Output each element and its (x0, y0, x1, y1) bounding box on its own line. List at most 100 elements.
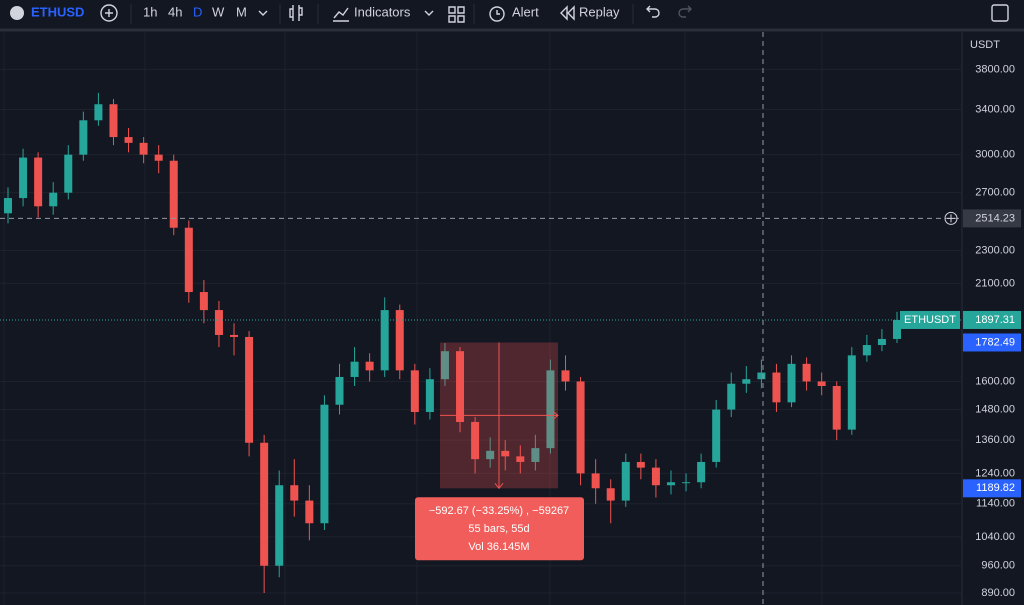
undo[interactable] (646, 5, 660, 18)
candle-body (230, 334, 239, 337)
candle-body (320, 404, 329, 524)
candle-body (94, 104, 103, 121)
candle-body (79, 120, 88, 155)
interval[interactable]: 4h (168, 4, 182, 19)
replay-icon[interactable] (560, 5, 575, 21)
y-tick-label: 1480.00 (975, 403, 1015, 415)
crosshair-add-icon (947, 214, 955, 223)
toolbar: ETHUSD 1h 4h D W M Indicators Alert Repl… (0, 4, 1024, 32)
candle-body (34, 157, 43, 207)
add-symbol[interactable] (100, 4, 118, 22)
candle-body (742, 379, 751, 384)
measure-label: −592.67 (−33.25%) , −59267 (429, 505, 569, 517)
y-tick-label: 3800.00 (975, 63, 1015, 75)
candle-body (636, 461, 645, 468)
candle-body (109, 104, 118, 138)
fullscreen[interactable] (991, 4, 1009, 22)
candle-body (561, 370, 570, 382)
y-tick-label: 890.00 (981, 587, 1015, 599)
candle-body (682, 482, 691, 484)
candle-body (666, 482, 675, 486)
candle-body (471, 421, 480, 460)
interval[interactable]: 1h (143, 4, 157, 19)
candle-body (169, 160, 178, 228)
candle-body (531, 448, 540, 462)
y-tick-label: 1600.00 (975, 375, 1015, 387)
candle-body (139, 142, 148, 155)
interval[interactable]: W (212, 4, 225, 19)
symbol-logo[interactable] (10, 6, 24, 20)
candle-body (214, 310, 223, 335)
candle-body (395, 310, 404, 371)
alert-icon[interactable] (489, 6, 505, 22)
measure-arrows (440, 342, 559, 490)
candle-body (335, 376, 344, 405)
candle-body (486, 450, 495, 460)
candle-body (847, 355, 856, 430)
candle-body (275, 485, 284, 566)
measure-price: 1782.49 (975, 336, 1015, 348)
last-price: 1897.31 (975, 314, 1015, 326)
candle-body (245, 336, 254, 443)
y-tick-label: 3000.00 (975, 149, 1015, 161)
candle-body (501, 450, 510, 457)
candle-body (19, 157, 28, 199)
candle-body (184, 227, 193, 293)
candle-body (651, 467, 660, 486)
measure-price: 1189.82 (976, 482, 1015, 494)
indicators-menu[interactable] (424, 10, 434, 16)
replay[interactable]: Replay (579, 4, 620, 19)
candle-body (64, 154, 73, 193)
crosshair-add[interactable] (944, 211, 958, 225)
candle-body (124, 137, 133, 143)
measure-price-tag (963, 479, 1021, 498)
y-tick-label: 1040.00 (975, 531, 1015, 543)
candle-body (802, 363, 811, 382)
layouts[interactable] (448, 6, 465, 23)
symbol-tag-label: ETHUSDT (904, 314, 956, 326)
alert[interactable]: Alert (512, 4, 539, 19)
interval-active[interactable]: D (193, 4, 202, 19)
indicators-icon[interactable] (333, 7, 349, 22)
measure-label: 55 bars, 55d (468, 523, 529, 535)
candle-body (697, 461, 706, 483)
candle-body (440, 351, 449, 380)
y-tick-label: 2700.00 (975, 187, 1015, 199)
candle-body (757, 372, 766, 380)
indicators[interactable]: Indicators (354, 4, 411, 19)
candle-body (862, 345, 871, 356)
alert-hand (496, 10, 500, 15)
candle-body (154, 154, 163, 161)
y-tick-label: 1140.00 (976, 498, 1015, 510)
candle-body (621, 461, 630, 501)
symbol-tag (900, 310, 960, 329)
crosshair-tag (963, 209, 1021, 228)
candle-body (576, 381, 585, 474)
candle-body (712, 409, 721, 462)
candle-body (787, 363, 796, 403)
chart-type[interactable] (289, 5, 303, 21)
symbol[interactable]: ETHUSD (31, 4, 84, 19)
candle-body (425, 379, 434, 413)
y-tick-label: 1240.00 (975, 467, 1015, 479)
candle-body (893, 319, 901, 339)
interval[interactable]: M (236, 4, 247, 19)
y-tick-label: 2100.00 (975, 277, 1015, 289)
redo[interactable] (678, 5, 692, 18)
candle-body (591, 473, 600, 489)
candle-body (350, 361, 359, 377)
candle-body (456, 351, 465, 422)
candle-body (516, 456, 525, 462)
currency[interactable]: USDT (970, 39, 1000, 51)
candle-body (380, 310, 389, 371)
candle-body (832, 385, 841, 430)
candle-body (365, 361, 374, 371)
candle-body (260, 442, 269, 566)
candle-body (410, 370, 419, 413)
y-tick-label: 3400.00 (975, 103, 1015, 115)
measure-price-tag (963, 333, 1021, 352)
interval-menu[interactable] (258, 10, 268, 16)
candle-body (305, 500, 314, 524)
add-icon (105, 9, 113, 17)
